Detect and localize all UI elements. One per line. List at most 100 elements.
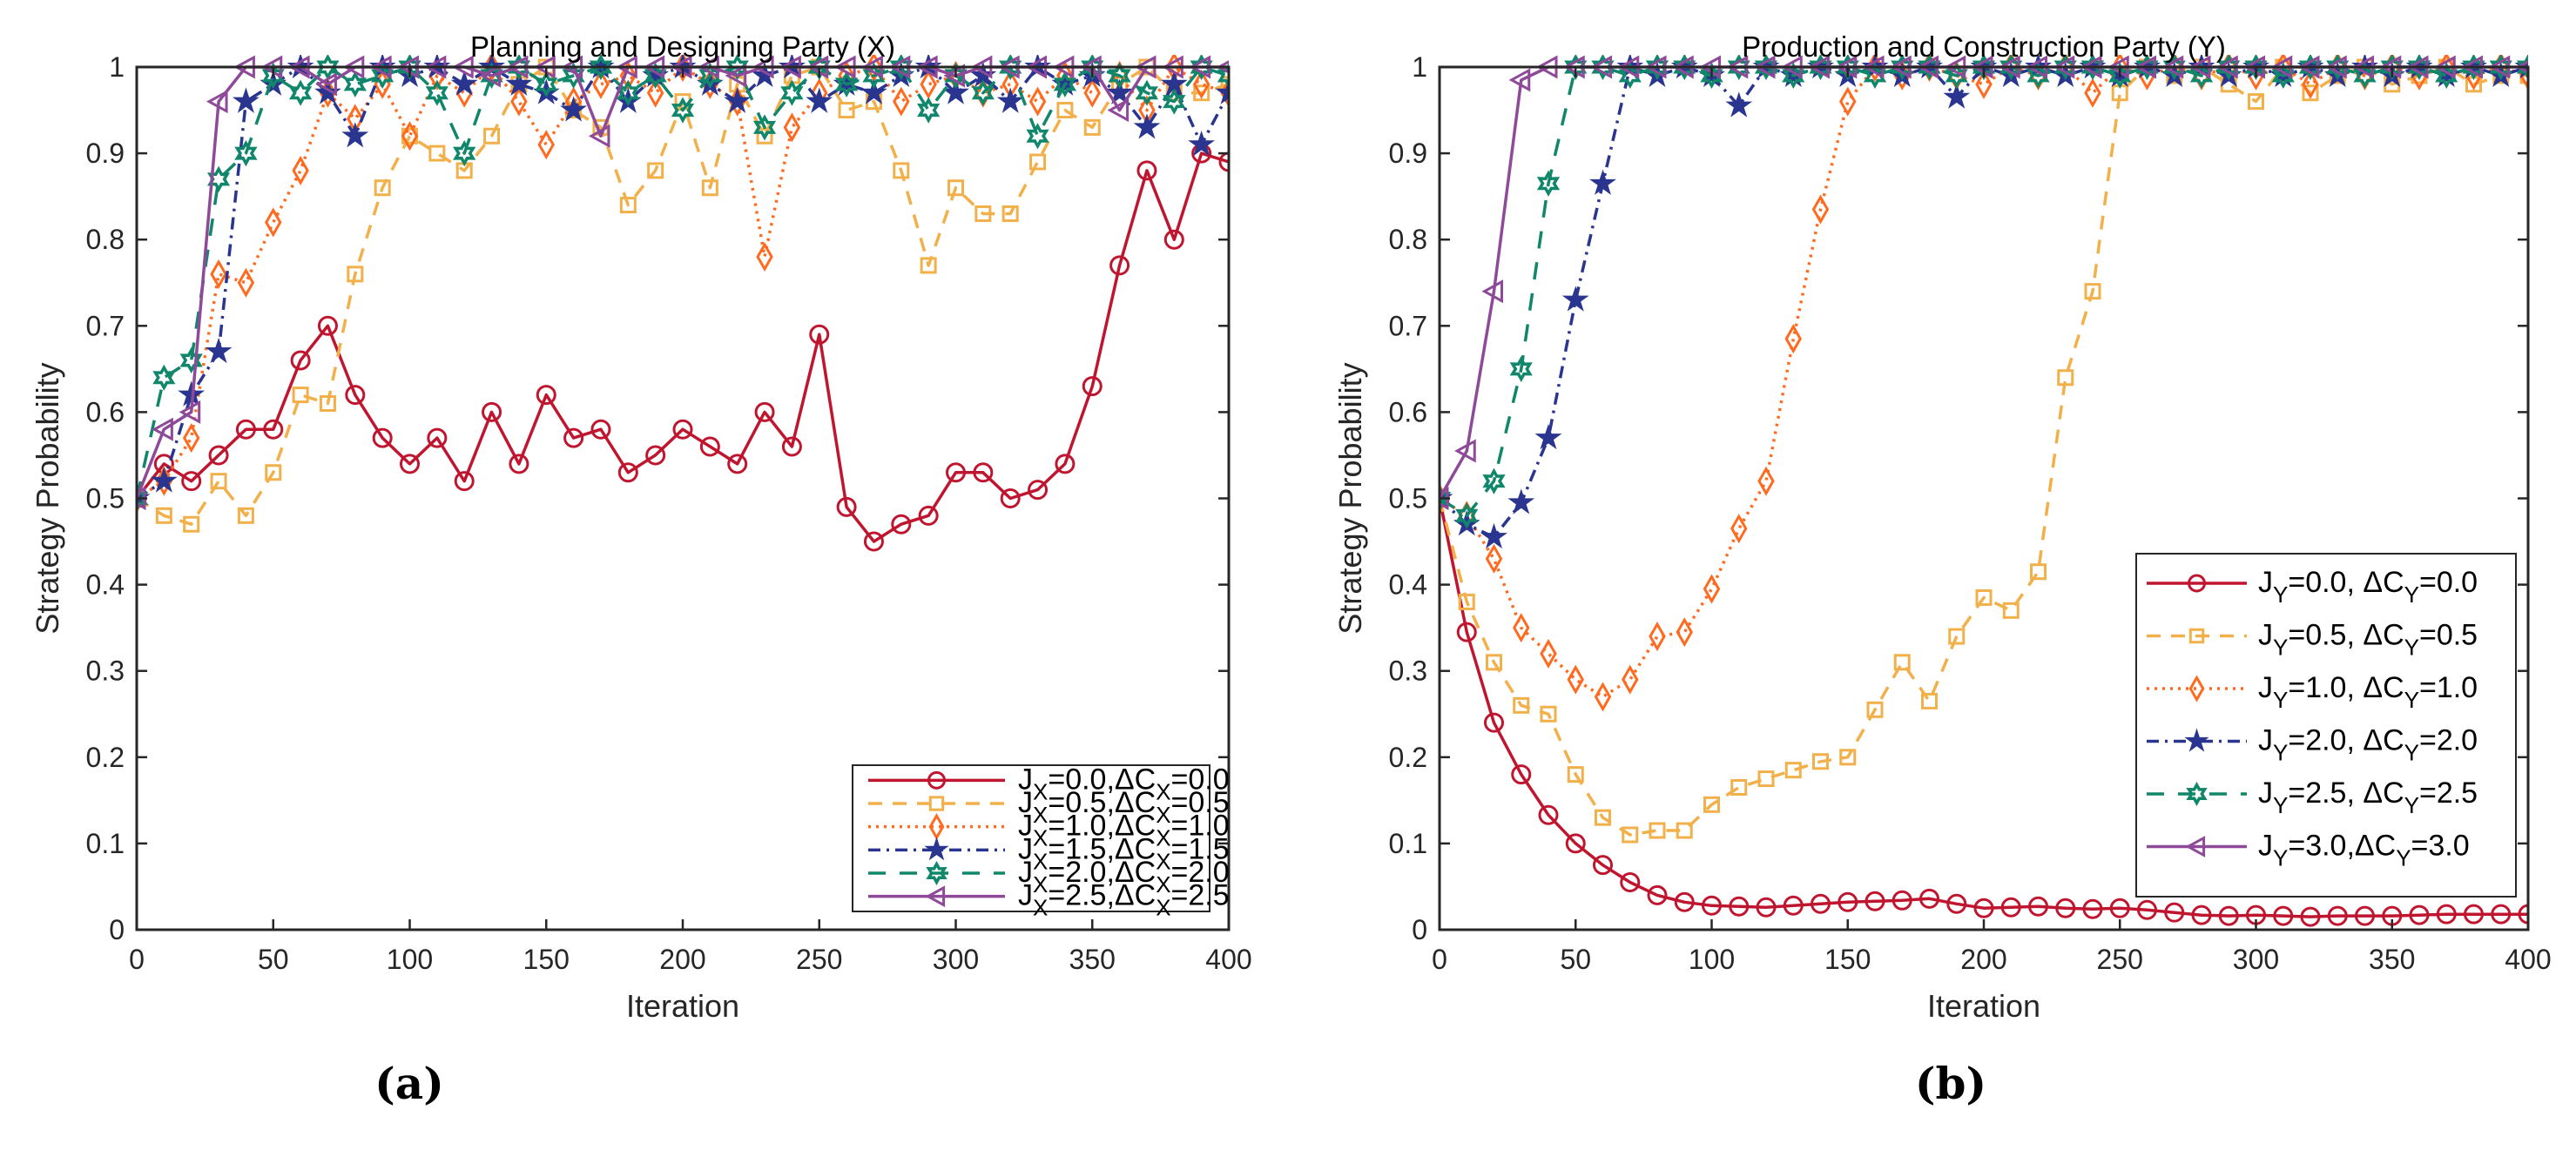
marker-diamond — [920, 69, 937, 99]
marker-circle — [1865, 891, 1885, 911]
marker-circle — [2409, 904, 2430, 925]
marker-circle — [1484, 712, 1504, 733]
marker-circle — [1163, 229, 1184, 250]
legend-label: JX=2.5,ΔCX=2.5 — [1018, 879, 1230, 921]
legend-label: JY=3.0,ΔCY=3.0 — [2258, 830, 2470, 871]
marker-circle — [1136, 160, 1157, 181]
marker-square — [1866, 701, 1884, 718]
marker-square — [1948, 628, 1966, 645]
x-axis-label: Iteration — [626, 988, 739, 1024]
marker-diamond — [1784, 324, 1802, 354]
y-tick-label: 0.2 — [86, 742, 125, 773]
marker-hexagram — [1455, 502, 1479, 529]
marker-circle — [699, 436, 720, 457]
marker-circle — [454, 471, 475, 492]
y-tick-label: 0 — [1412, 914, 1427, 945]
marker-circle — [2355, 905, 2375, 926]
legend-j-value: =2.0, — [1048, 856, 1115, 889]
marker-square — [1622, 826, 1639, 844]
marker-star — [1589, 169, 1616, 195]
marker-square — [947, 179, 964, 197]
legend-entry: JX=2.5,ΔCX=2.5 — [868, 879, 1230, 921]
marker-square — [1513, 696, 1530, 714]
x-tick-label: 200 — [1960, 944, 2006, 975]
marker-triangle-left — [1481, 279, 1503, 304]
x-tick-label: 50 — [258, 944, 289, 975]
marker-diamond — [2084, 77, 2101, 108]
legend-entry: JX=1.0,ΔCX=1.0 — [868, 810, 1230, 851]
marker-circle — [2188, 574, 2206, 593]
legend-dc: ΔC — [2363, 724, 2404, 757]
marker-star — [924, 837, 949, 861]
marker-circle — [1838, 891, 1858, 912]
legend-j-value: =2.5, — [2288, 777, 2363, 810]
marker-star — [1133, 113, 1161, 139]
marker-star — [1215, 78, 1229, 104]
x-tick-label: 400 — [1205, 944, 1251, 975]
legend-dc: ΔC — [1115, 763, 1156, 796]
marker-hexagram — [2186, 781, 2208, 807]
marker-square — [347, 266, 364, 283]
marker-diamond — [1028, 86, 1047, 117]
legend-dc: ΔC — [2363, 777, 2404, 810]
legend-dc-value: =1.0 — [2419, 671, 2478, 704]
marker-circle — [918, 505, 939, 526]
marker-hexagram — [234, 139, 258, 167]
x-axis-label: Iteration — [1927, 988, 2040, 1024]
marker-star — [2184, 728, 2209, 752]
marker-circle — [2028, 896, 2048, 917]
marker-circle — [317, 315, 338, 336]
marker-diamond — [292, 155, 309, 185]
legend-dc: ΔC — [1115, 810, 1156, 843]
x-tick-label: 0 — [129, 944, 145, 975]
marker-square — [155, 507, 172, 524]
legend-dc-subscript: Y — [2396, 845, 2411, 871]
marker-circle — [2436, 904, 2457, 925]
marker-square — [1056, 102, 1074, 119]
series-line-2 — [137, 65, 1229, 500]
marker-hexagram — [206, 165, 231, 192]
legend-j: J — [2258, 830, 2273, 863]
marker-square — [1567, 766, 1584, 783]
marker-circle — [2000, 897, 2021, 918]
marker-square — [319, 394, 336, 412]
chart-panel-a: 0 50 100 150 200 250 300 350 400 0 0.1 0.2 0.3 0.4 0.5… — [30, 30, 1252, 1109]
marker-circle — [863, 531, 884, 552]
marker-circle — [891, 514, 912, 535]
marker-star — [560, 96, 588, 122]
marker-hexagram — [316, 55, 340, 81]
marker-square — [1921, 692, 1938, 709]
x-tick-label: 350 — [2369, 944, 2415, 975]
legend-dc-value: =0.5 — [1171, 786, 1230, 819]
marker-square — [1220, 76, 1229, 93]
marker-diamond — [237, 267, 255, 298]
marker-square — [1975, 588, 1993, 606]
legend-label: JX=0.0,ΔCX=0.0 — [1018, 763, 1230, 804]
marker-circle — [2327, 905, 2348, 926]
marker-star — [232, 87, 260, 113]
x-tick-label: 300 — [2233, 944, 2279, 975]
legend-j-value: =3.0, — [2288, 830, 2355, 863]
chart-title: Planning and Designing Party (X) — [470, 30, 895, 63]
marker-square — [974, 205, 992, 222]
marker-hexagram — [1135, 79, 1159, 106]
marker-diamond — [893, 86, 910, 117]
marker-circle — [1082, 376, 1103, 397]
marker-square — [1649, 822, 1666, 839]
marker-square — [701, 179, 718, 197]
marker-square — [1839, 749, 1857, 766]
chart-panel-b: 0 50 100 150 200 250 300 350 400 0 0.1 0.2 0.3 0.4 0.5… — [1332, 30, 2552, 1109]
legend-entry: JY=2.5, ΔCY=2.5 — [2147, 777, 2478, 818]
marker-square — [1458, 593, 1475, 610]
panel-caption: (a) — [374, 1058, 444, 1109]
marker-diamond — [592, 69, 610, 99]
series-line-4 — [1440, 65, 2528, 518]
marker-square — [265, 464, 282, 481]
marker-square — [210, 473, 227, 490]
marker-circle — [1000, 488, 1021, 508]
marker-diamond — [182, 423, 200, 454]
legend-j: J — [1018, 810, 1033, 843]
y-tick-label: 0.4 — [86, 569, 125, 601]
marker-star — [1534, 423, 1562, 450]
